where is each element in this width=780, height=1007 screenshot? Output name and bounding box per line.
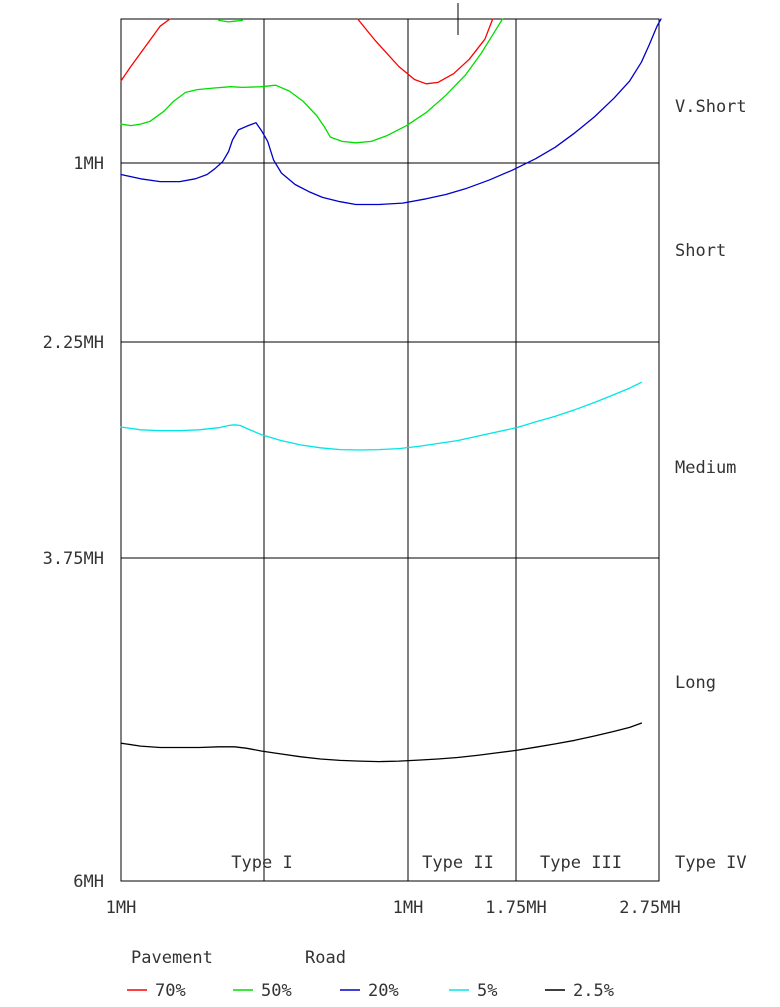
- type-label: Type IV: [675, 853, 747, 873]
- y-axis: 1MH 2.25MH 3.75MH 6MH: [43, 154, 104, 892]
- y-tick-label: 6MH: [73, 872, 104, 892]
- contour-line-20pct: [120, 18, 662, 206]
- y-tick-label: 3.75MH: [43, 549, 104, 569]
- contour-line-5pct: [120, 381, 643, 451]
- x-tick-label: 1MH: [106, 898, 137, 918]
- legend-label: 5%: [477, 981, 497, 1001]
- legend-header-road: Road: [305, 948, 346, 968]
- plot-grid: [120, 18, 660, 882]
- legend-entries: 70% 50% 20% 5% 2.5%: [127, 981, 614, 1001]
- legend-label: 50%: [261, 981, 292, 1001]
- y-tick-label: 2.25MH: [43, 333, 104, 353]
- contour-line-50pct: [218, 19, 243, 23]
- distance-label: Medium: [675, 458, 736, 478]
- plot-frame: [120, 18, 660, 882]
- legend-label: 2.5%: [573, 981, 614, 1001]
- contour-line-70pct: [357, 18, 494, 85]
- type-label: Type I: [231, 853, 292, 873]
- type-label: Type II: [422, 853, 494, 873]
- distance-labels: V.Short Short Medium Long: [675, 97, 747, 693]
- type-labels: Type I Type II Type III Type IV: [231, 853, 746, 873]
- contour-line-70pct: [120, 18, 171, 82]
- legend-label: 70%: [155, 981, 186, 1001]
- x-tick-label: 1MH: [393, 898, 424, 918]
- x-axis: 1MH 1MH 1.75MH 2.75MH: [106, 898, 681, 918]
- contour-line-2-5pct: [120, 722, 643, 763]
- x-tick-label: 1.75MH: [485, 898, 546, 918]
- y-tick-label: 1MH: [73, 154, 104, 174]
- x-tick-label: 2.75MH: [619, 898, 680, 918]
- legend: Pavement Road 70% 50% 20% 5% 2.5%: [127, 948, 614, 1001]
- distance-label: Long: [675, 673, 716, 693]
- legend-label: 20%: [368, 981, 399, 1001]
- legend-header-pavement: Pavement: [131, 948, 213, 968]
- contour-line-50pct: [120, 18, 504, 144]
- crosshair-cursor-icon: [442, 3, 474, 35]
- distance-label: Short: [675, 241, 726, 261]
- distance-label: V.Short: [675, 97, 747, 117]
- contour-series: [120, 18, 662, 763]
- type-label: Type III: [540, 853, 622, 873]
